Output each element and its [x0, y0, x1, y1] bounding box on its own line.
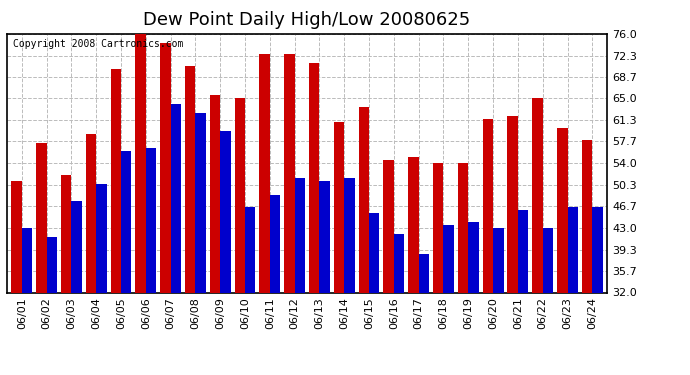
Bar	[507, 116, 518, 292]
Bar	[309, 63, 319, 292]
Bar	[210, 96, 220, 292]
Bar	[567, 207, 578, 292]
Bar	[518, 210, 529, 292]
Bar	[433, 163, 444, 292]
Bar	[36, 142, 47, 292]
Text: Copyright 2008 Cartronics.com: Copyright 2008 Cartronics.com	[13, 39, 184, 49]
Bar	[469, 222, 479, 292]
Bar	[245, 207, 255, 292]
Bar	[359, 107, 369, 292]
Bar	[295, 178, 305, 292]
Bar	[419, 254, 429, 292]
Bar	[444, 225, 454, 292]
Bar	[532, 99, 543, 292]
Bar	[185, 66, 195, 292]
Bar	[334, 122, 344, 292]
Bar	[394, 234, 404, 292]
Bar	[86, 134, 96, 292]
Bar	[235, 99, 245, 292]
Bar	[270, 195, 280, 292]
Bar	[121, 152, 131, 292]
Bar	[22, 228, 32, 292]
Bar	[11, 181, 22, 292]
Bar	[319, 181, 330, 292]
Bar	[592, 207, 603, 292]
Bar	[284, 54, 295, 292]
Bar	[47, 237, 57, 292]
Bar	[493, 228, 504, 292]
Bar	[195, 113, 206, 292]
Bar	[96, 184, 107, 292]
Bar	[369, 213, 380, 292]
Bar	[170, 104, 181, 292]
Bar	[483, 119, 493, 292]
Bar	[220, 131, 230, 292]
Bar	[557, 128, 567, 292]
Bar	[135, 34, 146, 292]
Bar	[344, 178, 355, 292]
Bar	[110, 69, 121, 292]
Title: Dew Point Daily High/Low 20080625: Dew Point Daily High/Low 20080625	[144, 11, 471, 29]
Bar	[71, 201, 82, 292]
Bar	[384, 160, 394, 292]
Bar	[146, 148, 156, 292]
Bar	[61, 175, 71, 292]
Bar	[458, 163, 469, 292]
Bar	[160, 43, 170, 292]
Bar	[259, 54, 270, 292]
Bar	[582, 140, 592, 292]
Bar	[408, 157, 419, 292]
Bar	[543, 228, 553, 292]
